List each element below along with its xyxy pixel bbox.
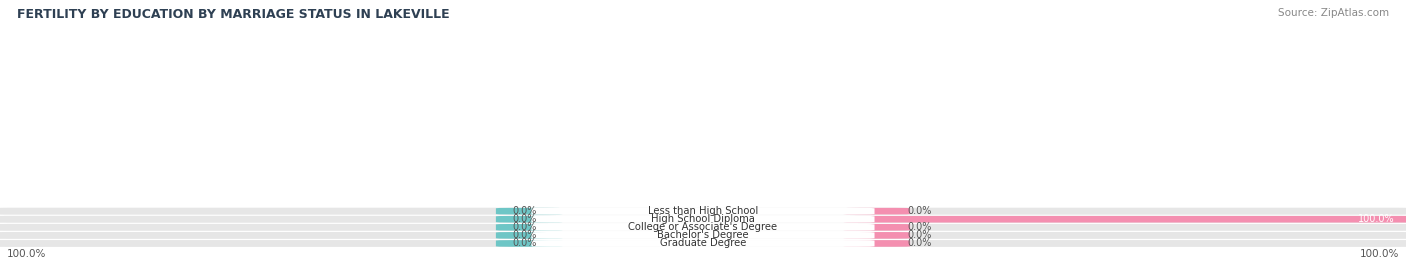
FancyBboxPatch shape xyxy=(0,208,1406,215)
FancyBboxPatch shape xyxy=(496,216,562,222)
FancyBboxPatch shape xyxy=(0,224,562,231)
Text: 0.0%: 0.0% xyxy=(907,206,932,216)
Text: Source: ZipAtlas.com: Source: ZipAtlas.com xyxy=(1278,8,1389,18)
FancyBboxPatch shape xyxy=(531,240,875,247)
FancyBboxPatch shape xyxy=(0,224,1406,231)
Text: 100.0%: 100.0% xyxy=(7,249,46,259)
Text: 0.0%: 0.0% xyxy=(513,206,537,216)
Text: 0.0%: 0.0% xyxy=(513,230,537,240)
Text: Bachelor's Degree: Bachelor's Degree xyxy=(657,230,749,240)
FancyBboxPatch shape xyxy=(844,216,1406,222)
FancyBboxPatch shape xyxy=(844,232,1406,239)
FancyBboxPatch shape xyxy=(844,208,1406,214)
FancyBboxPatch shape xyxy=(844,224,1406,231)
FancyBboxPatch shape xyxy=(496,232,562,239)
FancyBboxPatch shape xyxy=(844,216,1406,222)
Text: 0.0%: 0.0% xyxy=(907,230,932,240)
Text: 0.0%: 0.0% xyxy=(907,222,932,232)
FancyBboxPatch shape xyxy=(0,240,1406,247)
Text: Less than High School: Less than High School xyxy=(648,206,758,216)
FancyBboxPatch shape xyxy=(0,208,562,214)
FancyBboxPatch shape xyxy=(844,232,910,239)
Text: Graduate Degree: Graduate Degree xyxy=(659,238,747,249)
FancyBboxPatch shape xyxy=(496,224,562,231)
FancyBboxPatch shape xyxy=(844,224,910,231)
FancyBboxPatch shape xyxy=(0,240,562,247)
Text: High School Diploma: High School Diploma xyxy=(651,214,755,224)
FancyBboxPatch shape xyxy=(0,216,1406,223)
FancyBboxPatch shape xyxy=(496,208,562,214)
Text: 0.0%: 0.0% xyxy=(513,214,537,224)
FancyBboxPatch shape xyxy=(496,240,562,247)
FancyBboxPatch shape xyxy=(531,224,875,231)
FancyBboxPatch shape xyxy=(531,216,875,223)
FancyBboxPatch shape xyxy=(0,232,1406,239)
Text: FERTILITY BY EDUCATION BY MARRIAGE STATUS IN LAKEVILLE: FERTILITY BY EDUCATION BY MARRIAGE STATU… xyxy=(17,8,450,21)
Text: College or Associate's Degree: College or Associate's Degree xyxy=(628,222,778,232)
FancyBboxPatch shape xyxy=(844,208,910,214)
FancyBboxPatch shape xyxy=(531,208,875,215)
Text: 0.0%: 0.0% xyxy=(907,238,932,249)
FancyBboxPatch shape xyxy=(0,232,562,239)
Text: 0.0%: 0.0% xyxy=(513,238,537,249)
FancyBboxPatch shape xyxy=(0,216,562,222)
Text: 0.0%: 0.0% xyxy=(513,222,537,232)
Text: 100.0%: 100.0% xyxy=(1360,249,1399,259)
FancyBboxPatch shape xyxy=(844,240,910,247)
Text: 100.0%: 100.0% xyxy=(1358,214,1395,224)
FancyBboxPatch shape xyxy=(844,240,1406,247)
FancyBboxPatch shape xyxy=(531,232,875,239)
